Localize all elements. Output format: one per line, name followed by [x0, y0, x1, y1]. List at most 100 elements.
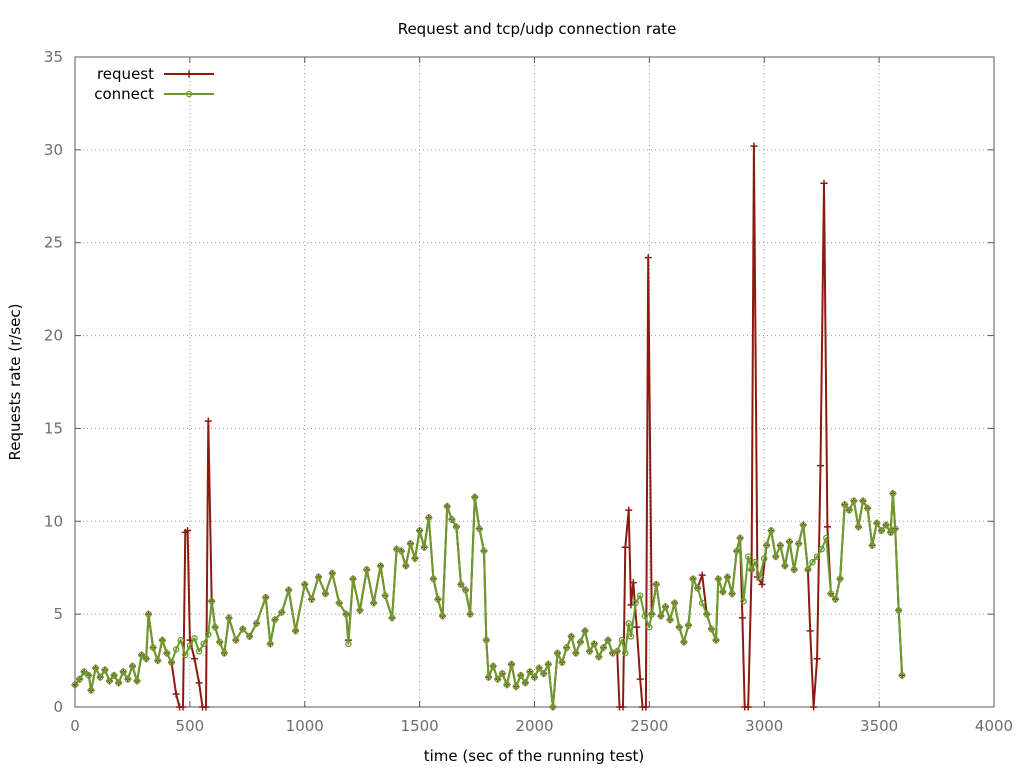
- x-tick-label: 1000: [286, 717, 324, 735]
- connect-point: [873, 519, 881, 527]
- connect-point: [648, 610, 655, 618]
- connect-point: [232, 636, 240, 644]
- request-point: [172, 690, 180, 698]
- request-point: [621, 543, 629, 551]
- connect-point: [846, 506, 853, 514]
- connect-point: [813, 553, 821, 560]
- connect-point: [586, 648, 593, 655]
- connect-point: [271, 616, 279, 623]
- request-point: [202, 703, 210, 711]
- connect-point: [356, 607, 364, 614]
- connect-point: [154, 657, 161, 664]
- connect-point: [809, 558, 816, 566]
- connect-point: [554, 649, 561, 657]
- connect-point: [636, 592, 644, 599]
- x-tick-label: 3000: [745, 717, 783, 735]
- connect-point: [535, 664, 543, 672]
- connect-point: [859, 497, 867, 505]
- connect-point: [595, 653, 603, 661]
- connect-point: [855, 523, 862, 531]
- connect-point: [622, 649, 629, 657]
- connect-point: [443, 503, 451, 510]
- request-point: [817, 462, 825, 470]
- connect-point: [471, 493, 479, 501]
- connect-point: [558, 659, 566, 666]
- request-point: [823, 523, 831, 531]
- connect-point: [342, 610, 350, 618]
- connect-point: [540, 670, 547, 677]
- request-point: [644, 254, 652, 262]
- connect-point: [823, 534, 830, 542]
- connect-point: [577, 638, 584, 646]
- connect-point: [149, 644, 157, 651]
- request-point: [204, 417, 212, 425]
- connect-point: [666, 616, 674, 623]
- connect-point: [430, 575, 437, 583]
- connect-point: [466, 610, 474, 618]
- connect-point: [887, 529, 894, 536]
- connect-point: [581, 627, 589, 635]
- connect-point: [76, 675, 83, 683]
- connect-point: [92, 664, 99, 672]
- request-point: [629, 579, 637, 587]
- series-connect: [71, 490, 906, 711]
- connect-point: [625, 620, 632, 627]
- connect-point: [381, 592, 389, 599]
- connect-point: [724, 573, 731, 581]
- connect-point: [186, 642, 194, 649]
- connect-point: [832, 596, 839, 603]
- connect-point: [800, 521, 807, 529]
- y-axis-label: Requests rate (r/sec): [6, 304, 24, 461]
- connect-line: [74, 492, 904, 708]
- connect-point: [641, 612, 649, 620]
- connect-point: [221, 649, 228, 657]
- connect-point: [402, 562, 410, 570]
- connect-point: [653, 581, 660, 588]
- connect-point: [363, 566, 371, 573]
- connect-point: [508, 661, 515, 668]
- connect-point: [262, 594, 269, 601]
- y-tick-label: 30: [44, 141, 63, 159]
- connect-point: [106, 677, 113, 685]
- connect-point: [476, 525, 483, 532]
- y-tick-label: 15: [44, 419, 63, 437]
- connect-point: [420, 544, 428, 551]
- request-point: [698, 571, 706, 579]
- connect-point: [439, 612, 446, 620]
- connect-point: [489, 662, 497, 670]
- request-point: [625, 506, 633, 514]
- x-tick-label: 500: [176, 717, 205, 735]
- request-point: [179, 703, 187, 711]
- connect-point: [246, 633, 253, 640]
- connect-point: [549, 703, 557, 711]
- connect-point: [349, 575, 357, 583]
- connect-point: [71, 681, 79, 688]
- connect-point: [891, 525, 899, 532]
- connect-point: [545, 661, 552, 668]
- connect-point: [453, 523, 460, 531]
- connect-point: [689, 575, 697, 583]
- x-tick-label: 4000: [975, 717, 1013, 735]
- connect-point: [308, 596, 315, 603]
- connect-point: [751, 558, 759, 566]
- connect-point: [208, 597, 215, 605]
- connect-point: [748, 566, 755, 573]
- connect-point: [434, 596, 442, 603]
- connect-point: [322, 590, 329, 597]
- connect-point: [138, 651, 145, 659]
- request-point: [619, 703, 627, 711]
- y-tick-label: 20: [44, 327, 63, 345]
- request-point: [642, 703, 650, 711]
- connect-point: [185, 90, 193, 98]
- connect-point: [80, 668, 88, 675]
- connect-point: [600, 644, 607, 651]
- connect-point: [448, 516, 456, 523]
- axis-ticks: 0 500 1000 1500 2000 2500 3000 3500 4000 0 5 10 15 20…: [44, 48, 1013, 735]
- connect-point: [657, 612, 665, 620]
- connect-point: [889, 490, 897, 497]
- connect-point: [182, 651, 189, 659]
- connect-point: [868, 542, 876, 549]
- request-point: [738, 614, 746, 622]
- x-axis-label: time (sec of the running test): [424, 747, 645, 765]
- connect-point: [698, 599, 706, 607]
